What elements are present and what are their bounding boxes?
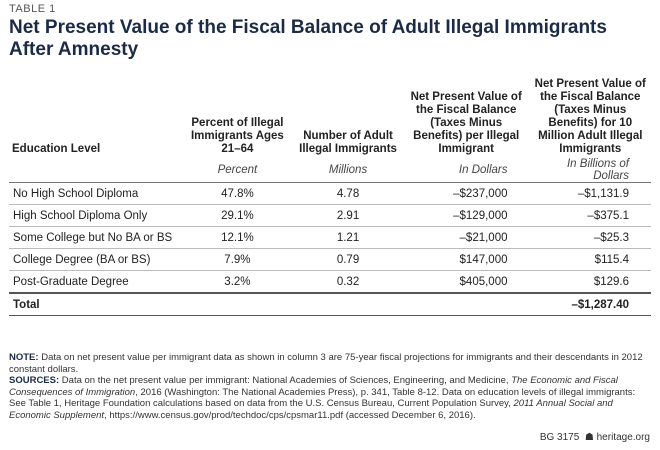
header-row: Education Level Percent of Illegal Immigr… xyxy=(9,78,651,158)
cell: 1.21 xyxy=(293,226,403,249)
column-header: Net Present Value of the Fiscal Balance … xyxy=(534,78,646,155)
total-row: Total –$1,287.40 xyxy=(9,292,651,316)
cell: 2.91 xyxy=(293,204,403,227)
unit-label: In Billions of Dollars xyxy=(529,158,651,183)
report-code: BG 3175 xyxy=(539,432,580,443)
data-table: Education Level Percent of Illegal Immigr… xyxy=(9,78,651,316)
cell: 4.78 xyxy=(293,182,403,205)
row-label: Some College but No BA or BS xyxy=(9,226,182,249)
cell: 3.2% xyxy=(181,270,294,294)
table-label: TABLE 1 xyxy=(9,3,56,15)
row-label: Post-Graduate Degree xyxy=(9,270,182,294)
unit-label: Millions xyxy=(293,158,403,183)
unit-label: Percent xyxy=(181,158,294,183)
cell: 0.79 xyxy=(293,248,403,271)
cell: 7.9% xyxy=(181,248,294,271)
cell: –$375.1 xyxy=(529,204,651,227)
cell: 47.8% xyxy=(181,182,294,205)
units-row: Percent Millions In Dollars In Billions of … xyxy=(9,158,651,183)
cell: 29.1% xyxy=(181,204,294,227)
data-row: Some College but No BA or BS 12.1% 1.21 –$2… xyxy=(9,226,651,249)
cell: –$25.3 xyxy=(529,226,651,249)
notes: NOTE: Data on net present value per immi… xyxy=(9,352,651,421)
column-header: Number of Adult Illegal Immigrants xyxy=(299,130,397,155)
total-label: Total xyxy=(9,292,182,316)
cell: –$129,000 xyxy=(402,204,530,227)
sources: SOURCES: Data on the net present value p… xyxy=(9,375,651,421)
cell: $405,000 xyxy=(402,270,530,294)
cell: $147,000 xyxy=(402,248,530,271)
cell: $129.6 xyxy=(529,270,651,294)
source-text: , https://www.census.gov/prod/techdoc/cp… xyxy=(104,409,476,421)
cell: –$1,131.9 xyxy=(529,182,651,205)
cell: 0.32 xyxy=(293,270,403,294)
column-header: Percent of Illegal Immigrants Ages 21–64 xyxy=(190,117,284,155)
data-row: College Degree (BA or BS) 7.9% 0.79 $147,00… xyxy=(9,248,651,271)
source-text: Data on the net present value per immigr… xyxy=(61,375,512,386)
source-text: , 2016 (Washington: The National Academi… xyxy=(9,386,636,410)
note-text: Data on net present value per immigrant … xyxy=(9,352,643,375)
total-spacer xyxy=(181,292,294,316)
total-spacer xyxy=(402,292,530,316)
note: NOTE: Data on net present value per immi… xyxy=(9,352,651,375)
site: heritage.org xyxy=(596,432,650,443)
row-label: College Degree (BA or BS) xyxy=(9,248,182,271)
data-row: No High School Diploma 47.8% 4.78 –$237,000… xyxy=(9,182,651,205)
cell: –$237,000 xyxy=(402,182,530,205)
row-label: No High School Diploma xyxy=(9,182,182,205)
cell: $115.4 xyxy=(529,248,651,271)
total-spacer xyxy=(293,292,403,316)
sources-label: SOURCES: xyxy=(9,375,60,386)
data-row: High School Diploma Only 29.1% 2.91 –$129,0… xyxy=(9,204,651,227)
column-header: Education Level xyxy=(12,143,101,155)
row-label: High School Diploma Only xyxy=(9,204,182,227)
footer: BG 3175 ☗ heritage.org xyxy=(539,432,650,443)
note-label: NOTE: xyxy=(9,352,39,363)
units-spacer xyxy=(9,158,182,183)
title: Net Present Value of the Fiscal Balance … xyxy=(9,17,607,60)
unit-label: In Dollars xyxy=(402,158,530,183)
cell: –$21,000 xyxy=(402,226,530,249)
cell: 12.1% xyxy=(181,226,294,249)
column-header: Net Present Value of the Fiscal Balance … xyxy=(410,91,522,155)
source-text: The Economic and Fiscal Consequences of … xyxy=(9,375,618,398)
data-row: Post-Graduate Degree 3.2% 0.32 $405,000 $129… xyxy=(9,270,651,294)
source-text: 2011 Annual Social and Economic Suppleme… xyxy=(9,398,613,421)
total-value: –$1,287.40 xyxy=(529,292,651,316)
